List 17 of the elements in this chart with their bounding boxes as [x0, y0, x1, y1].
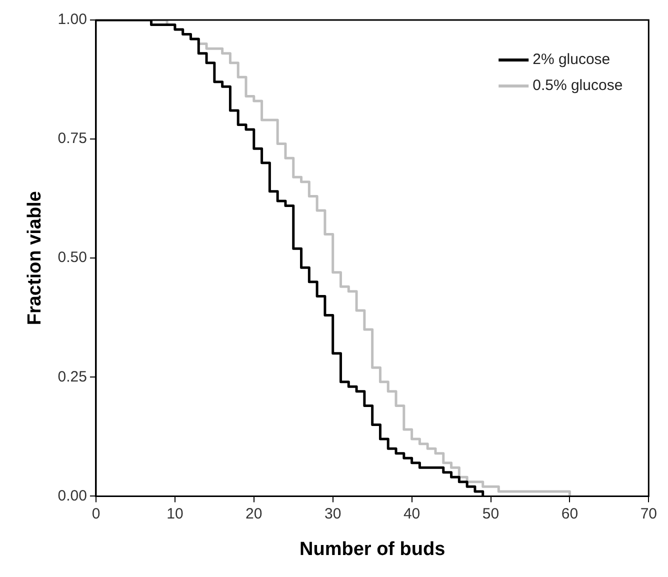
x-tick-label: 0 — [92, 505, 100, 522]
y-tick-label: 0.25 — [58, 368, 87, 386]
x-tick-label: 30 — [324, 505, 342, 522]
y-tick-label: 0.50 — [58, 249, 87, 266]
y-tick-label: 0.00 — [58, 487, 87, 504]
x-tick-label: 40 — [403, 505, 420, 522]
y-axis-title: Fraction viable — [24, 191, 46, 326]
y-tick-label: 1.00 — [58, 11, 87, 28]
legend-label: 0.5% glucose — [532, 77, 623, 94]
x-tick-label: 50 — [482, 505, 500, 522]
x-tick-label: 70 — [640, 505, 657, 522]
y-tick-label: 0.75 — [58, 130, 87, 148]
x-tick-label: 60 — [561, 505, 578, 522]
x-tick-label: 10 — [166, 505, 184, 522]
x-tick-label: 20 — [246, 505, 262, 522]
legend-label: 2% glucose — [532, 51, 610, 68]
x-axis-title: Number of buds — [299, 538, 446, 560]
